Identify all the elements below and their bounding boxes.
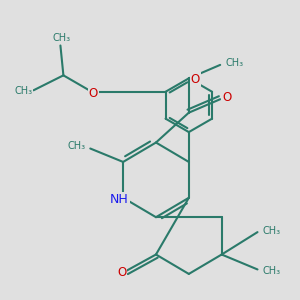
- Text: CH₃: CH₃: [68, 140, 86, 151]
- Text: O: O: [222, 91, 231, 104]
- Text: CH₃: CH₃: [263, 266, 281, 276]
- Text: CH₃: CH₃: [225, 58, 244, 68]
- Text: O: O: [88, 87, 98, 100]
- Text: O: O: [191, 73, 200, 86]
- Text: CH₃: CH₃: [263, 226, 281, 236]
- Text: NH: NH: [110, 193, 129, 206]
- Text: O: O: [117, 266, 126, 279]
- Text: CH₃: CH₃: [53, 33, 71, 43]
- Text: CH₃: CH₃: [14, 86, 32, 96]
